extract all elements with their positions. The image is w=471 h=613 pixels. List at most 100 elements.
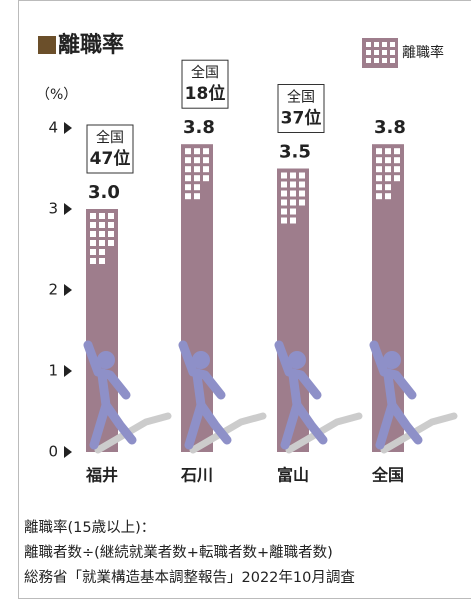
rank-value: 18位 [185,83,226,104]
window [394,148,400,155]
rank-caption: 全国 [191,64,219,81]
rank-caption: 全国 [287,89,315,106]
person-body [369,340,423,450]
window [385,157,391,164]
window [203,148,209,155]
legend-window [374,42,379,47]
window [290,181,296,188]
window [185,184,191,191]
value-label: 3.8 [183,117,215,138]
window [385,193,391,200]
window [90,231,96,237]
shadow [380,412,458,454]
tick-marker [64,365,72,377]
x-tick-label: 石川 [180,466,213,485]
window [90,213,96,219]
chart-title: 離職率 [58,32,124,58]
window [194,166,200,173]
legend-window [382,42,387,47]
rank-box [277,84,325,133]
window [185,166,191,173]
window [394,175,400,182]
person-head [383,351,401,369]
window [385,166,391,173]
legend-window [366,50,371,55]
window [203,166,209,173]
window [385,175,391,182]
legend-window [374,50,379,55]
person-body [178,340,232,450]
window [281,217,287,224]
person-head [288,351,306,369]
window [290,172,296,179]
window [185,193,191,200]
legend-window [382,58,387,63]
window [290,190,296,197]
tick-marker [64,122,72,134]
legend-window [366,58,371,63]
x-tick-label: 富山 [277,466,309,485]
window [194,157,200,164]
rank-value: 47位 [90,148,131,169]
window [99,231,105,237]
footnote: 離職率(15歳以上)： [24,518,155,536]
window [376,157,382,164]
value-label: 3.8 [374,117,406,138]
window [281,199,287,206]
footnote: 総務省「就業構造基本調整報告」2022年10月調査 [24,569,355,586]
value-label: 3.5 [279,142,311,163]
window [90,258,96,264]
tick-marker [64,284,72,296]
title-square [38,36,56,54]
window [376,175,382,182]
window [299,172,305,179]
window [194,175,200,182]
legend-label: 離職率 [402,44,444,61]
legend-window [390,50,395,55]
tick-marker [64,203,72,215]
legend-window [390,58,395,63]
window [376,148,382,155]
window [281,181,287,188]
window [108,231,114,237]
window [99,258,105,264]
window [281,190,287,197]
window [108,240,114,246]
window [290,199,296,206]
window [281,172,287,179]
window [90,222,96,228]
window [299,190,305,197]
y-tick-label: 1 [48,362,58,380]
window [90,249,96,255]
y-tick-label: 3 [48,200,58,218]
person-head [97,351,115,369]
window [281,208,287,215]
window [90,240,96,246]
shadow [94,412,172,454]
shadow [285,412,363,454]
value-label: 3.0 [88,182,120,203]
window [194,184,200,191]
rank-caption: 全国 [96,129,124,146]
legend-window [382,50,387,55]
window [99,249,105,255]
person-body [274,340,328,450]
rank-box [86,124,134,174]
window [185,175,191,182]
window [203,157,209,164]
person-body [83,340,137,450]
rank-box [181,59,229,109]
window [385,184,391,191]
window [290,208,296,215]
window [194,148,200,155]
window [108,222,114,228]
window [299,181,305,188]
window [394,157,400,164]
legend-window [390,42,395,47]
footnote: 離職者数÷(継続就業者数+転職者数+離職者数) [24,543,333,561]
y-tick-label: 4 [48,119,58,137]
window [99,240,105,246]
window [203,175,209,182]
